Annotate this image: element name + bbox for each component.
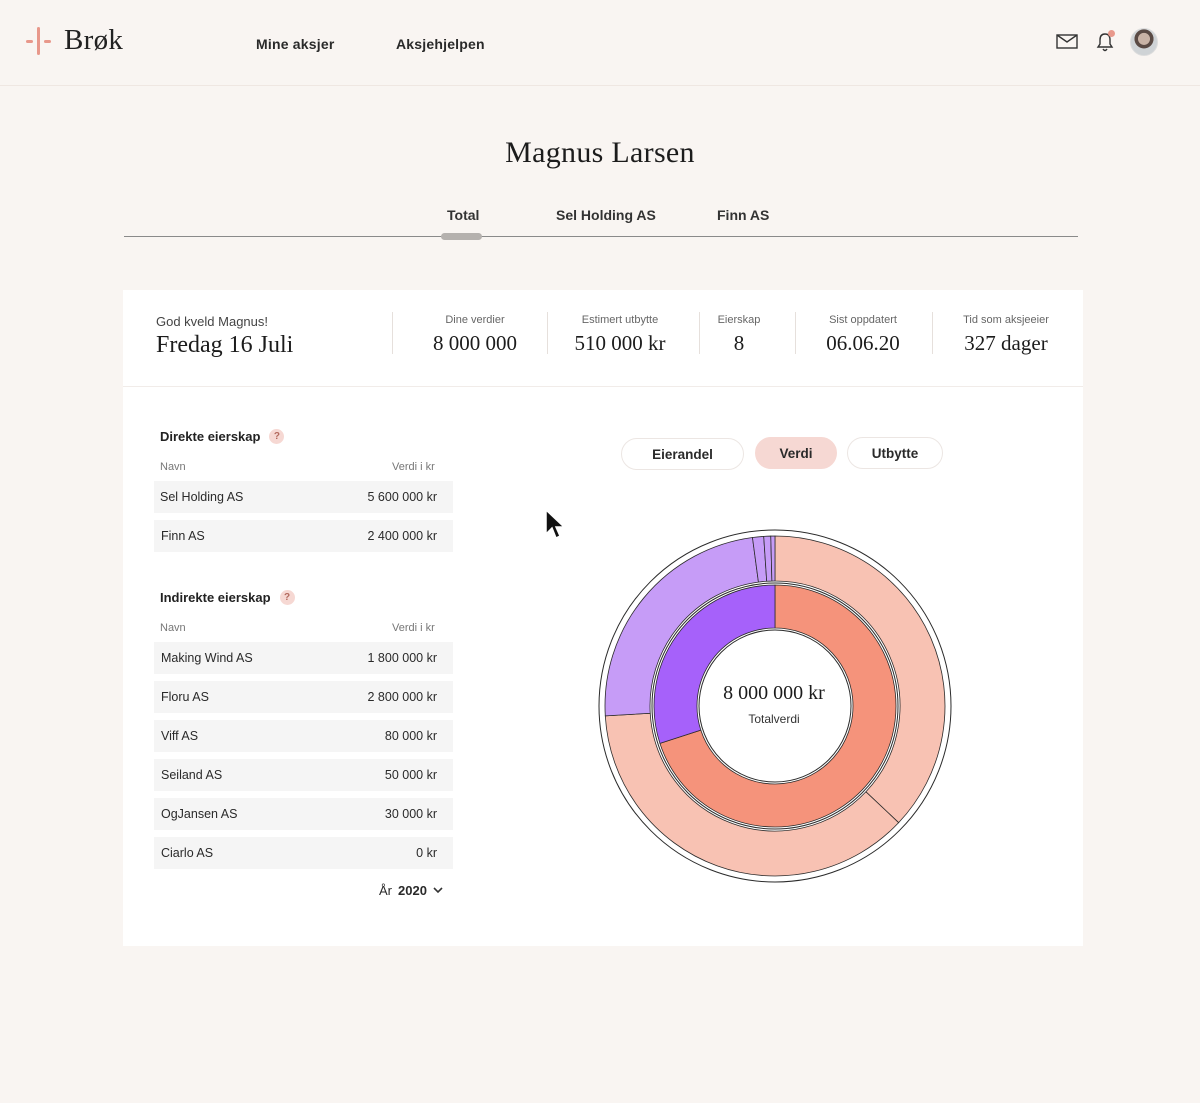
column-header-name: Navn: [160, 622, 186, 634]
toggle-verdi[interactable]: Verdi: [755, 437, 837, 469]
stat-label: Estimert utbytte: [581, 314, 659, 326]
divider: [699, 312, 700, 354]
outer-ring-segment-0[interactable]: [774, 535, 946, 824]
brand-logo[interactable]: Brøk: [26, 24, 123, 57]
chevron-down-icon: [433, 887, 443, 894]
indirect-ownership-title: Indirekte eierskap ?: [160, 590, 295, 605]
summary-strip: God kveld Magnus! Fredag 16 Juli Dine ve…: [123, 290, 1083, 387]
row-value: 1 800 000 kr: [367, 651, 438, 665]
row-name: OgJansen AS: [161, 807, 238, 821]
overview-card: God kveld Magnus! Fredag 16 Juli Dine ve…: [123, 290, 1083, 946]
row-name: Seiland AS: [161, 768, 223, 782]
row-value: 2 800 000 kr: [367, 690, 438, 704]
brand-name: Brøk: [64, 24, 124, 56]
row-name: Viff AS: [161, 729, 199, 743]
year-select-label: År: [379, 883, 392, 898]
stat-value: 06.06.20: [826, 331, 900, 355]
table-row[interactable]: Sel Holding AS 5 600 000 kr: [154, 481, 453, 513]
year-select-value: 2020: [398, 883, 427, 898]
mouse-cursor-icon: [545, 508, 566, 540]
row-value: 50 000 kr: [384, 768, 437, 782]
table-row[interactable]: OgJansen AS 30 000 kr: [154, 798, 453, 830]
chart-center-label: Totalverdi: [748, 712, 800, 726]
table-row[interactable]: Floru AS 2 800 000 kr: [154, 681, 453, 713]
table-row[interactable]: Making Wind AS 1 800 000 kr: [154, 642, 453, 674]
stat-label: Dine verdier: [445, 314, 505, 326]
row-name: Sel Holding AS: [160, 490, 244, 504]
row-name: Ciarlo AS: [161, 846, 214, 860]
table-row[interactable]: Viff AS 80 000 kr: [154, 720, 453, 752]
nav-mine-aksjer[interactable]: Mine aksjer: [256, 36, 335, 52]
year-select[interactable]: År 2020: [379, 883, 443, 898]
stat-dine-verdier: Dine verdier 8 000 000: [415, 314, 535, 356]
toggle-utbytte[interactable]: Utbytte: [847, 437, 943, 469]
row-value: 5 600 000 kr: [367, 490, 438, 504]
row-value: 0 kr: [416, 846, 437, 860]
tab-sel-holding[interactable]: Sel Holding AS: [556, 207, 656, 223]
inner-ring-segment-1[interactable]: [653, 584, 776, 744]
row-name: Finn AS: [161, 529, 205, 543]
row-value: 2 400 000 kr: [367, 529, 438, 543]
stat-label: Sist oppdatert: [829, 314, 897, 326]
divider: [392, 312, 393, 354]
row-name: Floru AS: [161, 690, 209, 704]
stat-value: 510 000 kr: [574, 331, 666, 355]
direct-ownership-title: Direkte eierskap ?: [160, 429, 285, 444]
avatar[interactable]: [1130, 28, 1158, 56]
help-icon[interactable]: ?: [279, 590, 295, 605]
row-value: 80 000 kr: [384, 729, 437, 743]
row-name: Making Wind AS: [161, 651, 253, 665]
column-header-value: Verdi i kr: [392, 461, 435, 473]
section-title-text: Direkte eierskap: [160, 429, 261, 444]
current-date: Fredag 16 Juli: [156, 332, 294, 358]
stat-label: Eierskap: [717, 314, 761, 326]
stat-value: 327 dager: [964, 331, 1048, 355]
top-bar: Brøk Mine aksjer Aksjehjelpen: [0, 0, 1200, 86]
row-value: 30 000 kr: [384, 807, 437, 821]
stat-estimert-utbytte: Estimert utbytte 510 000 kr: [560, 314, 680, 356]
table-row[interactable]: Ciarlo AS 0 kr: [154, 837, 453, 869]
column-header-value: Verdi i kr: [392, 622, 435, 634]
help-icon[interactable]: ?: [269, 429, 285, 444]
column-header-name: Navn: [160, 461, 186, 473]
center-frame-ring: [698, 629, 852, 783]
active-tab-indicator: [441, 233, 482, 240]
toggle-eierandel[interactable]: Eierandel: [621, 438, 744, 470]
mail-icon[interactable]: [1056, 34, 1078, 54]
table-row[interactable]: Finn AS 2 400 000 kr: [154, 520, 453, 552]
divider: [795, 312, 796, 354]
tab-divider: [124, 236, 1078, 237]
stat-tid-som-aksjeeier: Tid som aksjeeier 327 dager: [951, 314, 1061, 356]
tab-total[interactable]: Total: [447, 207, 480, 223]
greeting: God kveld Magnus!: [156, 314, 269, 329]
stat-sist-oppdatert: Sist oppdatert 06.06.20: [808, 314, 918, 356]
divider: [547, 312, 548, 354]
stat-label: Tid som aksjeeier: [963, 314, 1049, 326]
outer-ring-segment-5[interactable]: [770, 535, 776, 582]
notification-badge: [1108, 30, 1115, 37]
outer-ring-segment-1[interactable]: [604, 712, 900, 877]
nav-aksjehjelpen[interactable]: Aksjehjelpen: [396, 36, 485, 52]
outer-frame-ring: [598, 529, 952, 883]
stat-eierskap: Eierskap 8: [709, 314, 769, 356]
section-title-text: Indirekte eierskap: [160, 590, 271, 605]
inner-ring-segment-0[interactable]: [659, 584, 897, 828]
logo-mark-icon: [26, 25, 52, 57]
tab-finn[interactable]: Finn AS: [717, 207, 770, 223]
table-row[interactable]: Seiland AS 50 000 kr: [154, 759, 453, 791]
chart-center-value: 8 000 000 kr: [723, 682, 825, 704]
stat-value: 8: [733, 331, 745, 355]
value-donut-chart: [598, 529, 952, 883]
page-title: Magnus Larsen: [505, 136, 695, 169]
inner-frame-ring: [651, 582, 899, 830]
stat-value: 8 000 000: [433, 331, 517, 355]
divider: [932, 312, 933, 354]
